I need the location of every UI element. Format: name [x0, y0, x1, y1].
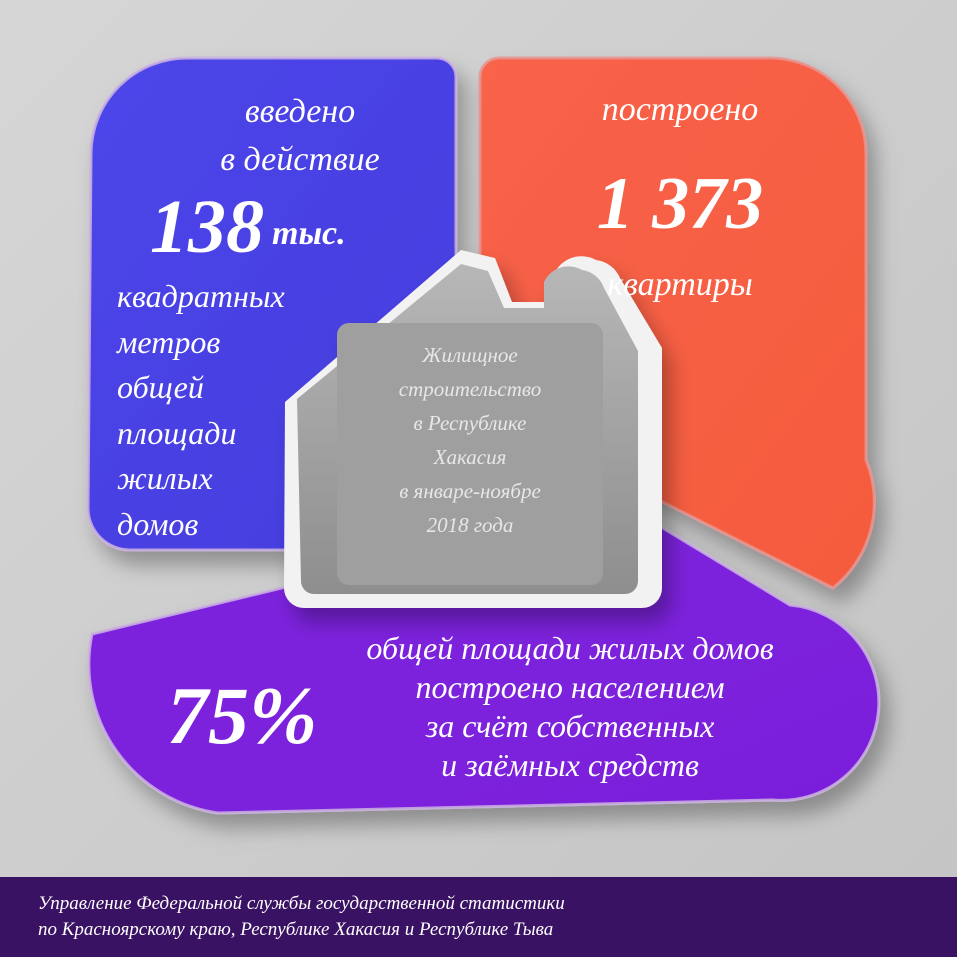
svg-text:Хакасия: Хакасия: [433, 445, 507, 469]
svg-text:Жилищное: Жилищное: [421, 343, 517, 367]
svg-text:домов: домов: [117, 506, 198, 542]
svg-text:построено: построено: [602, 91, 759, 128]
svg-text:общей: общей: [117, 369, 204, 405]
svg-text:75%: 75%: [167, 670, 317, 761]
svg-text:квартиры: квартиры: [607, 266, 753, 303]
svg-text:общей площади жилых домов: общей площади жилых домов: [366, 630, 773, 666]
svg-text:в Республике: в Республике: [414, 411, 527, 435]
svg-text:площади: площади: [117, 415, 236, 451]
svg-text:жилых: жилых: [117, 460, 213, 496]
svg-text:2018 года: 2018 года: [427, 513, 514, 537]
svg-text:построено населением: построено населением: [415, 669, 724, 705]
svg-text:в действие: в действие: [220, 141, 379, 178]
svg-text:в январе-ноябре: в январе-ноябре: [399, 479, 541, 503]
svg-text:введено: введено: [245, 93, 355, 130]
svg-text:квадратных: квадратных: [117, 278, 285, 314]
svg-text:строительство: строительство: [399, 377, 542, 401]
svg-text:и заёмных средств: и заёмных средств: [441, 747, 699, 783]
svg-text:1 373: 1 373: [597, 163, 764, 245]
svg-text:метров: метров: [116, 324, 220, 360]
svg-text:за счёт собственных: за счёт собственных: [425, 708, 715, 744]
